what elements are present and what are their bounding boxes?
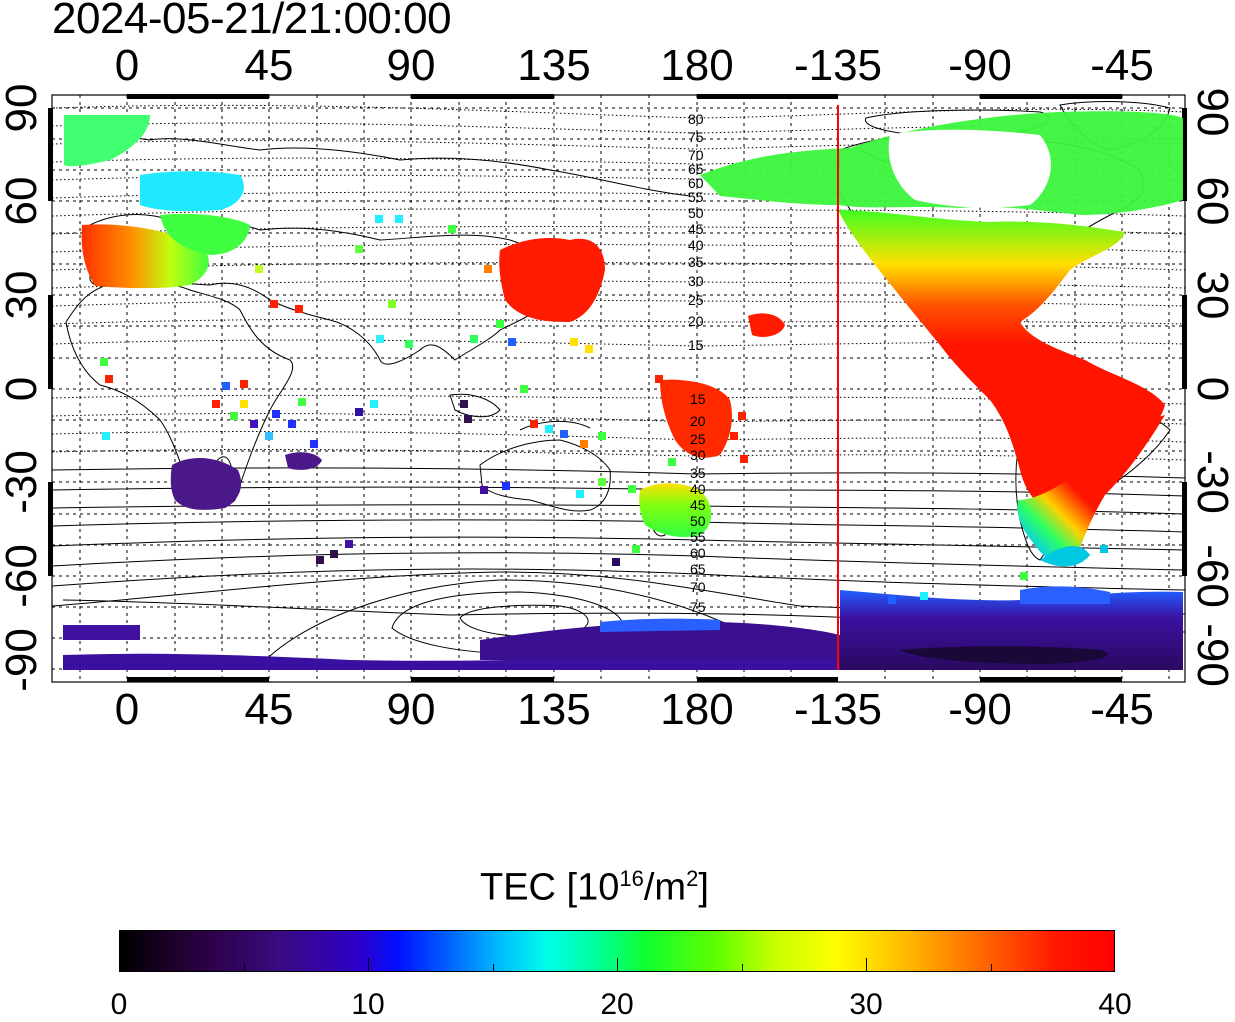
frame-bands <box>48 94 1187 682</box>
tec-scatter <box>100 215 1108 604</box>
contour-label-n25: 25 <box>688 292 704 308</box>
colorbar-label-10: 10 <box>351 988 385 1021</box>
contour-label-n55: 55 <box>688 189 704 205</box>
contour-label-n20: 20 <box>688 313 704 329</box>
contour-label-s60: 60 <box>690 545 706 561</box>
top-lon-label-m45: -45 <box>1090 41 1154 90</box>
bottom-lon-label-0: 0 <box>114 685 140 734</box>
contour-labels: 80 75 70 65 60 55 50 45 40 35 30 25 20 1… <box>688 111 706 615</box>
colorbar-title-exponent: 16 <box>619 866 644 891</box>
contour-label-s35: 35 <box>690 465 706 481</box>
colorbar-tick <box>742 964 743 972</box>
colorbar-title-suffix: ] <box>698 866 709 909</box>
contour-label-n45: 45 <box>688 221 704 237</box>
contour-label-s45: 45 <box>690 497 706 513</box>
map-timestamp: 2024-05-21/21:00:00 <box>52 0 452 43</box>
contour-label-s15: 15 <box>690 391 706 407</box>
bottom-lon-label-m135: -135 <box>793 685 883 734</box>
colorbar-tick <box>244 964 245 972</box>
contour-label-n75: 75 <box>688 129 704 145</box>
colorbar-label-20: 20 <box>600 988 634 1021</box>
tec-americas <box>700 111 1183 670</box>
contour-label-n80: 80 <box>688 111 704 127</box>
colorbar-label-30: 30 <box>849 988 883 1021</box>
bottom-lon-label-90: 90 <box>386 685 436 734</box>
top-lon-label-180: 180 <box>660 41 734 90</box>
bottom-lon-label-180: 180 <box>660 685 734 734</box>
top-lon-label-0: 0 <box>114 41 140 90</box>
tec-antarctic <box>63 618 840 670</box>
contour-label-n60: 60 <box>688 175 704 191</box>
contour-label-s70: 70 <box>690 579 706 595</box>
bottom-lon-label-m45: -45 <box>1090 685 1154 734</box>
colorbar-title: TEC [1016/m2] <box>480 866 709 910</box>
colorbar-label-40: 40 <box>1098 988 1132 1021</box>
bottom-lon-label-135: 135 <box>517 685 591 734</box>
colorbar-title-prefix: TEC [10 <box>480 866 620 909</box>
contour-label-s40: 40 <box>690 481 706 497</box>
colorbar-label-0: 0 <box>110 988 128 1021</box>
contour-label-n40: 40 <box>688 237 704 253</box>
bottom-lon-label-m90: -90 <box>948 685 1012 734</box>
contour-label-n50: 50 <box>688 205 704 221</box>
contour-label-n35: 35 <box>688 254 704 270</box>
top-lon-label-45: 45 <box>244 41 294 90</box>
contour-label-n70: 70 <box>688 147 704 163</box>
colorbar-title-unit: /m <box>643 866 687 909</box>
contour-label-s55: 55 <box>690 529 706 545</box>
contour-label-n65: 65 <box>688 161 704 177</box>
colorbar-tick <box>866 958 867 972</box>
contour-label-s75: 75 <box>690 599 706 615</box>
contour-label-s25: 25 <box>690 431 706 447</box>
contour-label-s65: 65 <box>690 561 706 577</box>
contour-label-s20: 20 <box>690 413 706 429</box>
top-lon-label-m90: -90 <box>948 41 1012 90</box>
top-lon-label-m135: -135 <box>793 41 883 90</box>
tec-eurasia <box>64 115 785 537</box>
contour-label-s30: 30 <box>690 447 706 463</box>
colorbar-tick <box>991 964 992 972</box>
colorbar-title-unit-exponent: 2 <box>686 866 699 891</box>
bottom-lon-label-45: 45 <box>244 685 294 734</box>
contour-label-n30: 30 <box>688 273 704 289</box>
colorbar-tick <box>368 958 369 972</box>
contour-label-s50: 50 <box>690 513 706 529</box>
contour-label-n15: 15 <box>688 337 704 353</box>
colorbar-tick <box>617 958 618 972</box>
colorbar-tick <box>493 964 494 972</box>
top-lon-label-90: 90 <box>386 41 436 90</box>
top-lon-label-135: 135 <box>517 41 591 90</box>
